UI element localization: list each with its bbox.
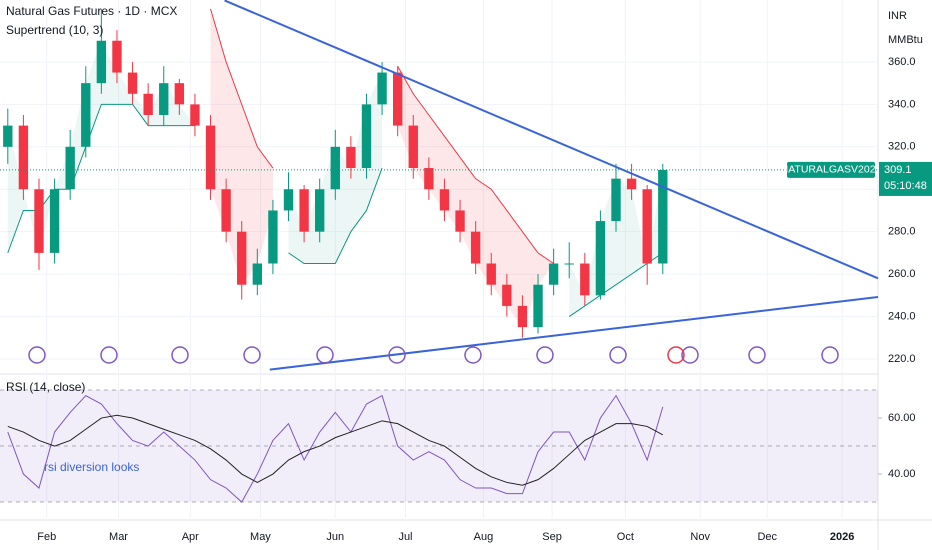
x-tick-label: Jun <box>326 531 344 543</box>
x-tick-label: Dec <box>757 531 777 543</box>
chart-title: Natural Gas Futures · 1D · MCX <box>6 4 177 18</box>
currency: INR <box>888 10 907 22</box>
x-tick-label: Jul <box>398 531 412 543</box>
candle-body <box>283 189 294 211</box>
candle-body <box>3 125 13 147</box>
candle-body <box>252 263 262 285</box>
trendline <box>269 296 879 371</box>
candle-body <box>174 83 185 105</box>
x-tick-label: Feb <box>37 531 56 543</box>
candle-body <box>112 40 122 73</box>
y-tick-label: 260.0 <box>888 268 916 280</box>
rsi-pane <box>0 378 878 518</box>
rsi-ma-line <box>7 414 664 486</box>
candle-body <box>642 189 652 264</box>
y-tick-label: 240.0 <box>888 310 916 322</box>
candle-body <box>533 284 543 328</box>
indicator-label: Supertrend (10, 3) <box>6 23 103 37</box>
supertrend-line <box>210 8 274 169</box>
trendline <box>224 0 879 280</box>
event-icons <box>28 346 839 364</box>
x-tick-label: Aug <box>474 531 494 543</box>
supertrend-fill <box>569 169 663 317</box>
candle-body <box>49 189 60 253</box>
candle-body <box>626 178 637 190</box>
candle-body <box>595 221 606 296</box>
supertrend-line <box>397 65 554 264</box>
candle-body <box>517 305 528 328</box>
candle-body <box>564 263 574 265</box>
symbol-tag-box <box>787 161 875 178</box>
y-tick-label: 360.0 <box>888 56 916 68</box>
last-price: 309.1 <box>884 164 912 176</box>
candle-body <box>96 40 107 84</box>
unit: MMBtu <box>888 34 923 46</box>
y-tick-label: 340.0 <box>888 98 916 110</box>
candle-body <box>330 146 340 190</box>
rsi-annotation: rsi diversion looks <box>44 460 139 474</box>
candle-body <box>346 146 356 169</box>
rsi-tick-label: 60.00 <box>888 412 916 424</box>
candle-body <box>143 93 153 115</box>
candle-body <box>502 284 512 306</box>
supertrend-fill <box>397 66 554 328</box>
supertrend-line <box>288 167 383 264</box>
candle-body <box>455 210 465 232</box>
price-box <box>879 161 932 196</box>
candle-body <box>470 231 481 264</box>
x-tick-label: Mar <box>109 531 128 543</box>
candle-body <box>424 168 434 190</box>
candle-body <box>548 263 559 285</box>
y-tick-label: 220.0 <box>888 353 916 365</box>
candle-body <box>361 104 372 169</box>
candle-body <box>658 169 668 264</box>
candle-body <box>439 189 450 211</box>
x-tick-label: Oct <box>617 531 634 543</box>
candle-body <box>315 189 325 232</box>
candle-body <box>408 125 418 169</box>
symbol-tag: NATURALGASV2025 <box>781 164 882 176</box>
candle-body <box>580 263 590 296</box>
candle-body <box>34 189 44 253</box>
y-tick-label: 320.0 <box>888 141 916 153</box>
candle-body <box>299 189 309 232</box>
x-tick-label: Sep <box>542 531 562 543</box>
y-tick-label: 280.0 <box>888 226 916 238</box>
rsi-line <box>7 394 664 503</box>
candle-body <box>18 125 29 190</box>
rsi-label: RSI (14, close) <box>6 380 85 394</box>
candle-body <box>81 83 91 147</box>
x-tick-label: 2026 <box>830 531 854 543</box>
candle-body <box>65 146 75 190</box>
candle-body <box>221 189 231 232</box>
x-tick-label: Apr <box>182 531 199 543</box>
countdown: 05:10:48 <box>884 180 927 192</box>
rsi-tick-label: 40.00 <box>888 468 916 480</box>
x-tick-label: May <box>250 531 271 543</box>
candle-body <box>159 83 169 115</box>
candle-body <box>377 72 387 105</box>
candle-body <box>205 125 216 190</box>
candle-body <box>486 263 496 285</box>
candle-body <box>127 72 138 94</box>
candle-body <box>237 231 247 285</box>
candle-body <box>268 210 278 264</box>
x-tick-label: Nov <box>690 531 710 543</box>
marks <box>0 0 879 518</box>
candle-body <box>190 104 200 126</box>
candle-body <box>392 72 403 126</box>
candle-body <box>611 178 621 222</box>
